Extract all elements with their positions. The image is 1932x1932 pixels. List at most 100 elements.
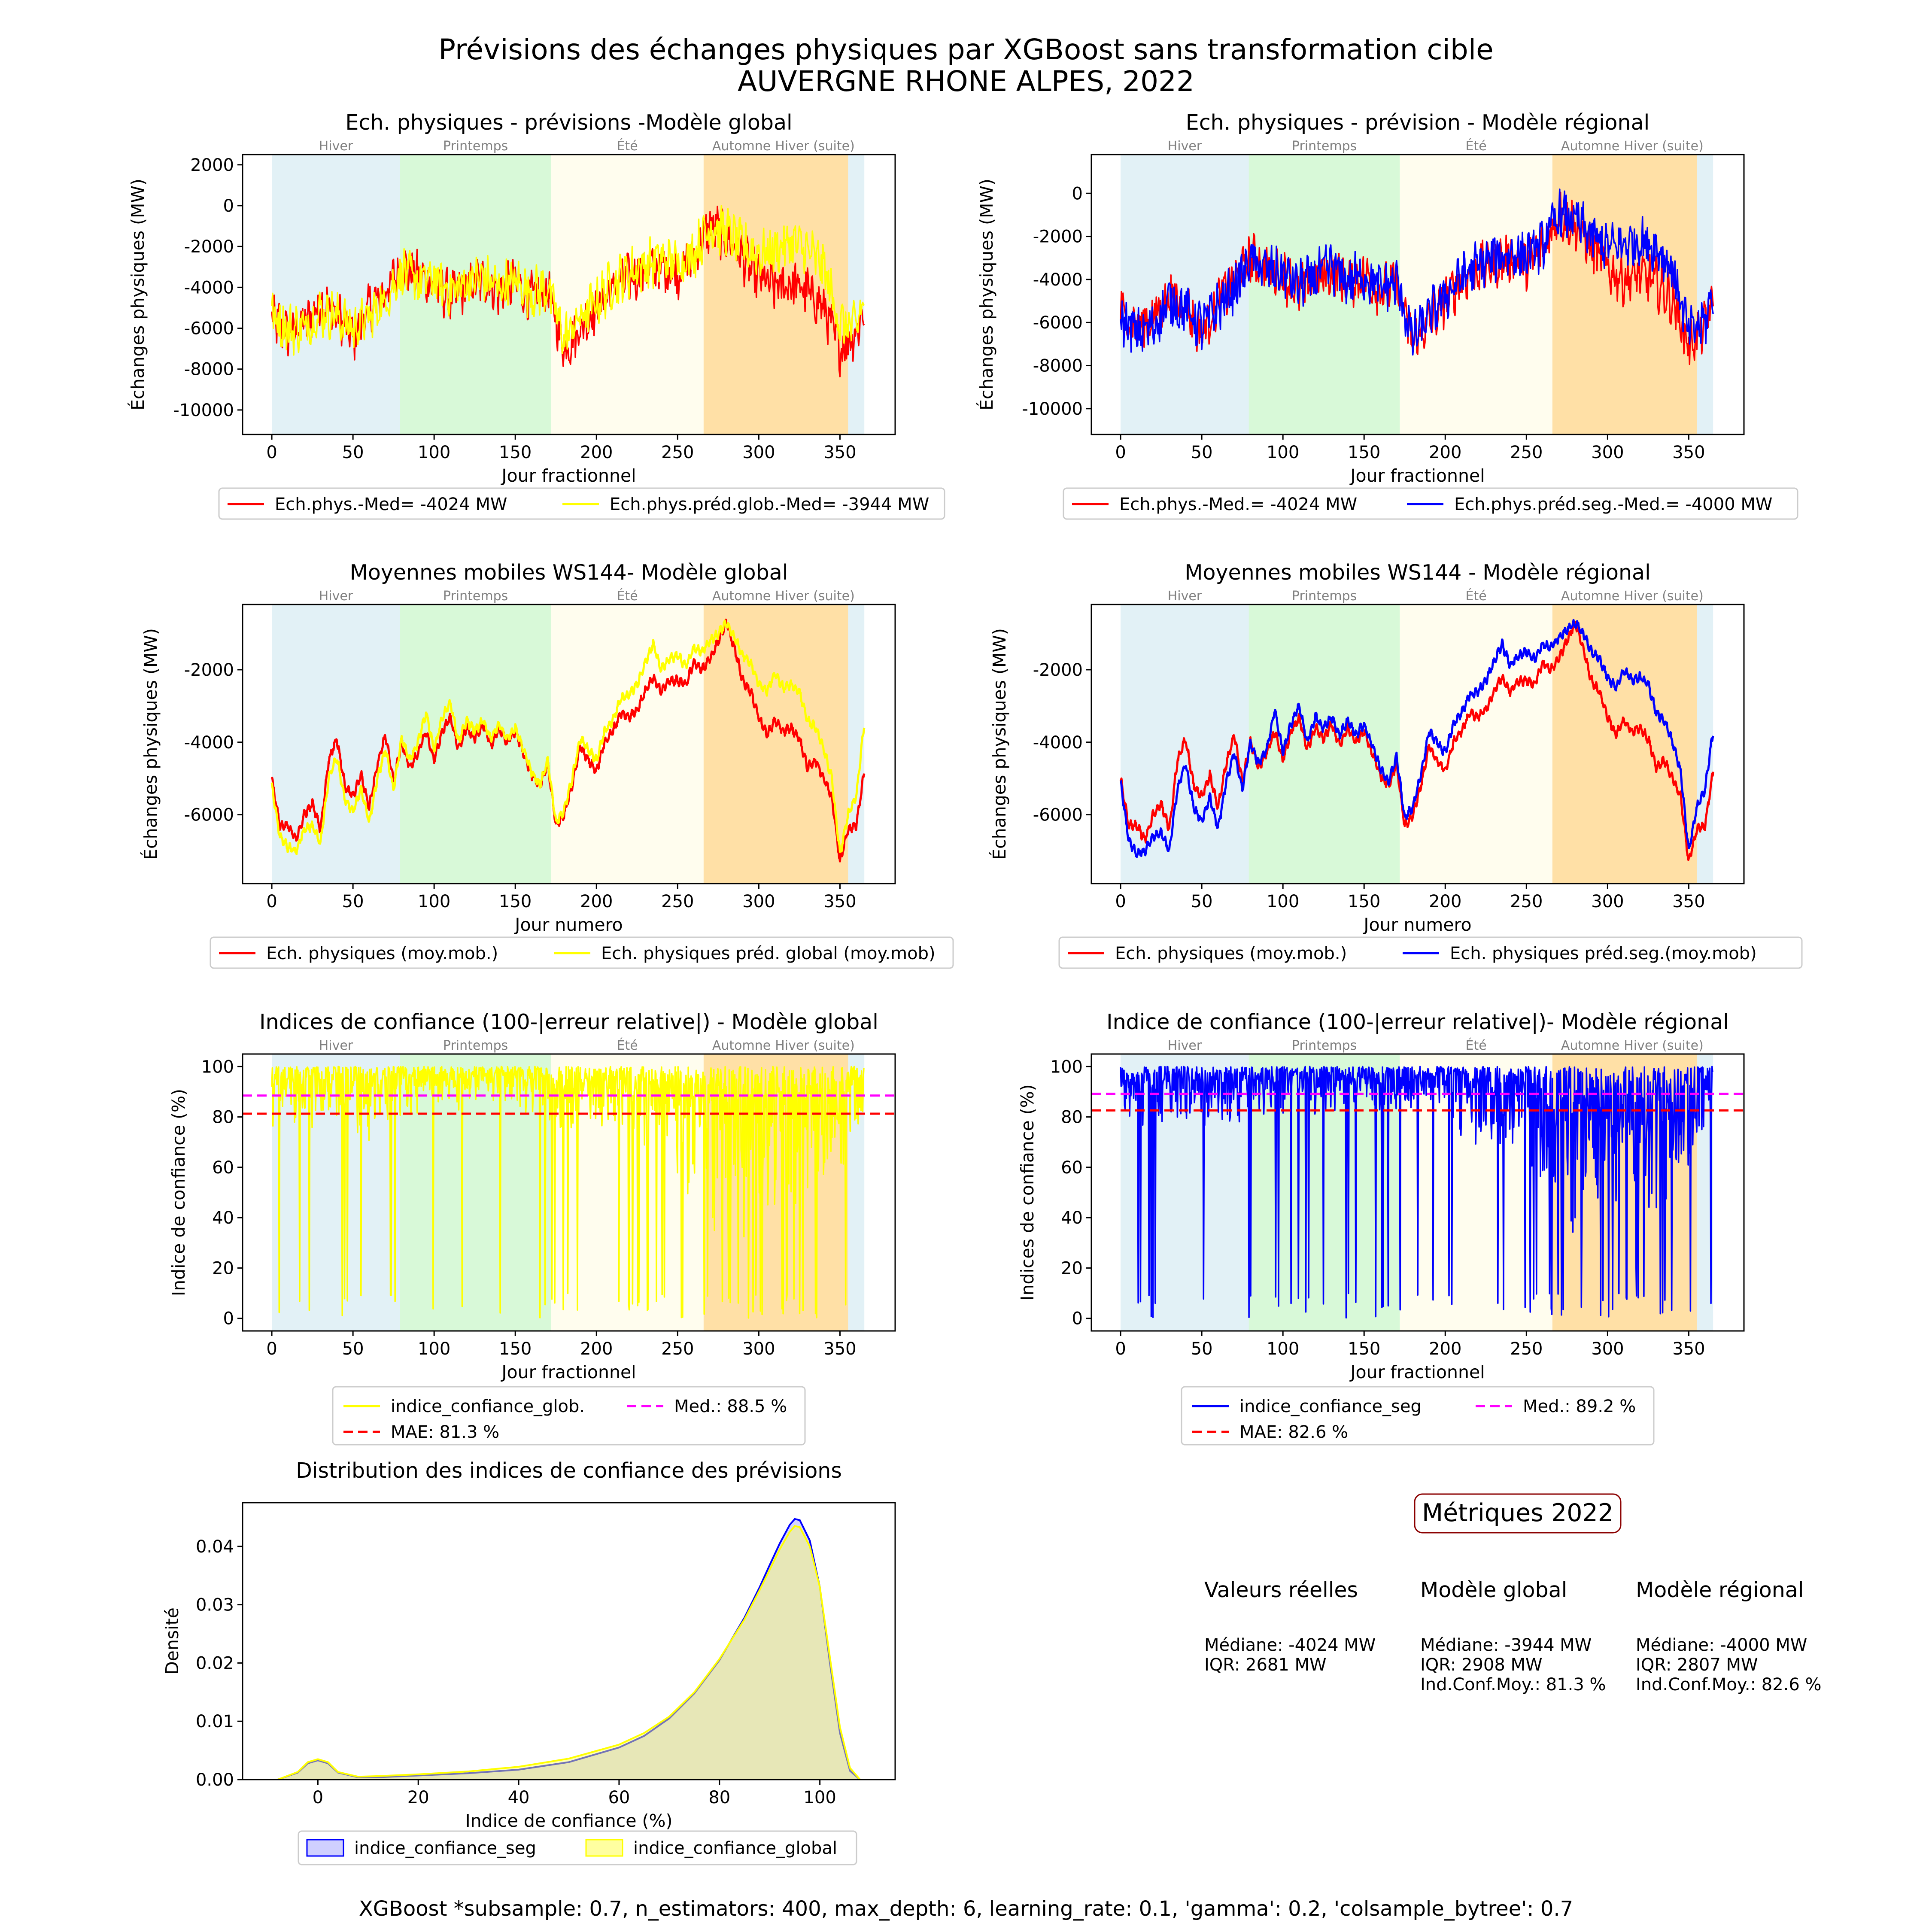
- xtick-label-p3-0: 0: [266, 892, 277, 911]
- legend-swatch-p7-1: [585, 1839, 623, 1857]
- ytick-label-p1-0: 2000: [190, 155, 234, 175]
- season-band-3: [1552, 605, 1697, 884]
- axes-frame-p7: [242, 1502, 896, 1780]
- axes-frame-p1: [242, 154, 896, 435]
- ytick-label-p3-2: -6000: [184, 805, 234, 825]
- ytick-label-p1-1: 0: [223, 196, 234, 216]
- xtick-label-p5-5: 250: [661, 1339, 694, 1359]
- xtick-label-p1-6: 300: [742, 443, 775, 462]
- season-bands: Hiver Printemps Été Automne Hiver (suite): [1121, 588, 1713, 884]
- legend-label-p6-0: indice_confiance_seg: [1239, 1397, 1422, 1416]
- panel-title-p3: Moyennes mobiles WS144- Modèle global: [350, 560, 788, 585]
- xtick-label-p4-1: 50: [1191, 892, 1213, 911]
- season-label-3: Automne Hiver (suite): [712, 139, 855, 154]
- series-p1-0: [271, 206, 865, 377]
- season-label-winter-cont: Hiver (suite): [1624, 589, 1704, 604]
- axes-frame-p2: [1091, 154, 1745, 435]
- metrics-col-header-0: Valeurs réelles: [1204, 1578, 1358, 1602]
- xtick-label-p2-3: 150: [1348, 443, 1380, 462]
- season-band-2: [1400, 155, 1552, 434]
- chart-p6: Hiver Printemps Été Automne Hiver (suite) 0 50…: [1017, 1010, 1745, 1446]
- ytick-label-p5-1: 80: [212, 1108, 234, 1127]
- panel-title-p1: Ech. physiques - prévisions -Modèle glob…: [345, 110, 792, 135]
- legend-label-p6-1: Med.: 89.2 %: [1523, 1397, 1636, 1416]
- ticks-p4: 0 50 100 150 200 250 300 350 -2000 -4000 -6000: [1033, 660, 1705, 911]
- xtick-label-p1-7: 350: [823, 443, 856, 462]
- legend-p3: Ech. physiques (moy.mob.) Ech. physiques …: [210, 936, 954, 969]
- legend-p7: indice_confiance_seg indice_confiance_glo…: [298, 1830, 857, 1865]
- legend-label-p4-0: Ech. physiques (moy.mob.): [1115, 944, 1347, 963]
- plot-area-p5: [271, 1066, 865, 1319]
- ylabel-p5: Indice de confiance (%): [168, 1089, 189, 1296]
- panel-title-p6: Indice de confiance (100-|erreur relativ…: [1106, 1010, 1729, 1034]
- ytick-label-p2-5: -10000: [1022, 399, 1083, 419]
- xtick-label-p6-6: 300: [1591, 1339, 1624, 1359]
- xtick-label-p4-5: 250: [1510, 892, 1543, 911]
- season-label-2: Été: [1466, 138, 1487, 154]
- series-p2-1: [1120, 188, 1714, 356]
- ytick-label-p4-2: -6000: [1033, 805, 1083, 825]
- xlabel-p7: Indice de confiance (%): [465, 1810, 673, 1831]
- legend-label-p5-1: Med.: 88.5 %: [674, 1397, 787, 1416]
- ytick-label-p2-0: 0: [1072, 184, 1083, 204]
- axes-frame-p5: [242, 1053, 896, 1332]
- plot-area-p6: [1120, 1066, 1713, 1319]
- season-label-0: Hiver: [319, 139, 353, 154]
- xtick-label-p6-2: 100: [1267, 1339, 1299, 1359]
- season-band-1: [1249, 605, 1400, 884]
- chart-p5: Hiver Printemps Été Automne Hiver (suite) 0 50…: [168, 1010, 896, 1446]
- xtick-label-p3-2: 100: [418, 892, 450, 911]
- ytick-label-p4-1: -4000: [1033, 733, 1083, 753]
- ytick-label-p6-2: 60: [1061, 1158, 1083, 1178]
- legend-p1: Ech.phys.-Med= -4024 MW Ech.phys.préd.glo…: [218, 487, 945, 520]
- ytick-label-p5-2: 60: [212, 1158, 234, 1178]
- xtick-label-p5-1: 50: [342, 1339, 364, 1359]
- xtick-label-p2-0: 0: [1115, 443, 1126, 462]
- xtick-label-p1-2: 100: [418, 443, 450, 462]
- season-label-3: Automne Hiver (suite): [1561, 589, 1704, 604]
- season-label-3: Automne Hiver (suite): [712, 1038, 855, 1053]
- season-label-winter-cont: Hiver (suite): [1624, 139, 1704, 154]
- xtick-label-p7-5: 100: [803, 1788, 836, 1807]
- legend-label-p2-1: Ech.phys.préd.seg.-Med.= -4000 MW: [1454, 495, 1772, 514]
- ytick-label-p2-3: -6000: [1033, 313, 1083, 333]
- ytick-label-p2-4: -8000: [1033, 356, 1083, 376]
- figure-title-line1: Prévisions des échanges physiques par XG…: [438, 33, 1494, 66]
- legend-p4: Ech. physiques (moy.mob.) Ech. physiques …: [1058, 936, 1803, 969]
- season-label-0: Hiver: [1168, 1038, 1202, 1053]
- ytick-label-p2-1: -2000: [1033, 227, 1083, 247]
- season-label-autumn: Automne: [712, 139, 771, 154]
- season-label-3: Automne Hiver (suite): [1561, 1038, 1704, 1053]
- ytick-label-p1-4: -6000: [184, 319, 234, 339]
- season-band-0: [272, 605, 400, 884]
- metrics-col-header-1: Modèle global: [1420, 1578, 1567, 1602]
- season-label-0: Hiver: [1168, 589, 1202, 604]
- legend-label-p3-1: Ech. physiques préd. global (moy.mob): [601, 944, 936, 963]
- legend-label-p6-2: MAE: 82.6 %: [1239, 1422, 1348, 1442]
- xtick-label-p7-2: 40: [508, 1788, 530, 1807]
- ytick-label-p7-2: 0.02: [196, 1653, 234, 1673]
- axes-frame-p3: [242, 604, 896, 884]
- ylabel-p7: Densité: [162, 1607, 182, 1675]
- xtick-label-p5-3: 150: [499, 1339, 532, 1359]
- xlabel-p5: Jour fractionnel: [500, 1362, 636, 1382]
- season-band-4: [848, 155, 865, 434]
- xtick-label-p3-3: 150: [499, 892, 532, 911]
- legend-box-p7: [298, 1830, 857, 1865]
- xtick-label-p4-6: 300: [1591, 892, 1624, 911]
- ylabel-p4: Échanges physiques (MW): [989, 628, 1010, 860]
- plot-area-p7: [277, 1518, 861, 1780]
- metrics-col-1-line-2: Ind.Conf.Moy.: 81.3 %: [1420, 1675, 1606, 1695]
- season-label-1: Printemps: [1292, 139, 1357, 154]
- ticks-p3: 0 50 100 150 200 250 300 350 -2000 -4000 -6000: [184, 660, 857, 911]
- axes-frame-p6: [1091, 1053, 1745, 1332]
- ytick-label-p7-3: 0.03: [196, 1595, 234, 1615]
- xtick-label-p1-4: 200: [580, 443, 613, 462]
- season-label-1: Printemps: [443, 589, 508, 604]
- xtick-label-p5-6: 300: [742, 1339, 775, 1359]
- season-label-winter-cont: Hiver (suite): [775, 589, 855, 604]
- metrics-col-2-line-1: IQR: 2807 MW: [1636, 1655, 1758, 1675]
- plot-area-p4: [1119, 619, 1714, 861]
